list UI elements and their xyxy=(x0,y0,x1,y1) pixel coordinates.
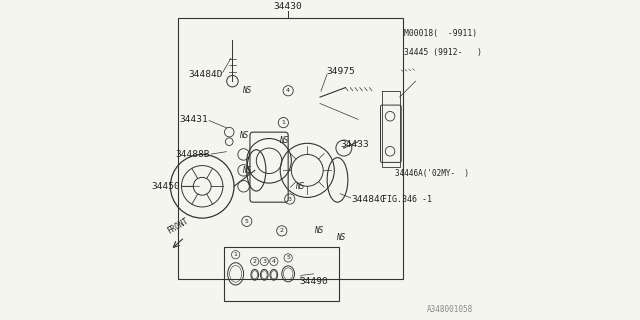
Text: 34484D: 34484D xyxy=(188,70,223,79)
Text: 34484C: 34484C xyxy=(352,195,387,204)
Text: 34446A('02MY-  ): 34446A('02MY- ) xyxy=(395,169,469,178)
Text: A348001058: A348001058 xyxy=(427,305,473,314)
Text: NS: NS xyxy=(239,131,248,140)
Text: 1: 1 xyxy=(282,120,285,125)
Text: 34430: 34430 xyxy=(274,2,303,11)
Text: 2: 2 xyxy=(253,259,257,264)
Bar xyxy=(179,18,403,279)
Text: 2: 2 xyxy=(280,228,284,233)
Text: NS: NS xyxy=(314,226,323,235)
Text: 34433: 34433 xyxy=(340,140,369,149)
Text: NS: NS xyxy=(278,136,288,145)
Text: NS: NS xyxy=(242,86,252,95)
Text: NS: NS xyxy=(294,182,304,191)
Bar xyxy=(225,247,339,301)
Text: NS: NS xyxy=(336,233,345,242)
Text: 3: 3 xyxy=(288,196,292,202)
Text: 34488B: 34488B xyxy=(175,150,210,159)
Text: 4: 4 xyxy=(286,88,290,93)
Text: 34975: 34975 xyxy=(326,67,355,76)
Text: 34431: 34431 xyxy=(179,115,208,124)
Text: FRONT: FRONT xyxy=(166,216,191,236)
Text: 34450: 34450 xyxy=(152,182,180,191)
Text: M00018(  -9911): M00018( -9911) xyxy=(404,29,477,38)
Text: 4: 4 xyxy=(272,259,276,264)
Text: 34445 (9912-   ): 34445 (9912- ) xyxy=(404,48,483,57)
Text: 5: 5 xyxy=(286,255,290,260)
Text: FIG.346 -1: FIG.346 -1 xyxy=(382,195,432,204)
Text: 1: 1 xyxy=(234,252,237,257)
Text: 3: 3 xyxy=(262,259,266,264)
Text: 34490: 34490 xyxy=(300,277,328,286)
Text: 5: 5 xyxy=(245,219,249,224)
Text: NS: NS xyxy=(242,166,252,175)
